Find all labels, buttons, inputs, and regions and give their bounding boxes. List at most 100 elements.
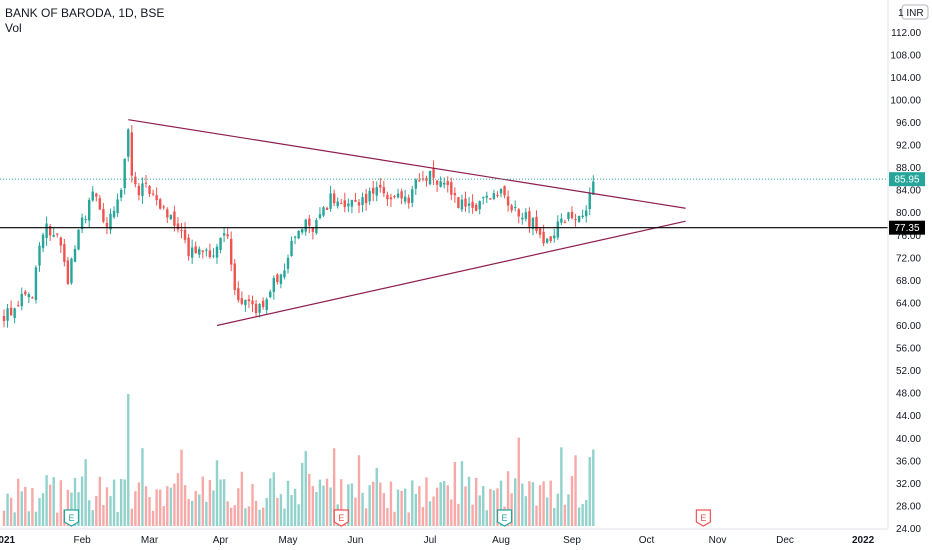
volume-bar (176, 473, 180, 526)
currency-badge[interactable]: 1 INR (898, 4, 929, 20)
volume-bar (187, 499, 190, 526)
candle-body (183, 229, 187, 240)
candle-body (88, 200, 91, 221)
price-tick-label: 32.00 (896, 479, 921, 490)
candle-body (208, 250, 212, 258)
price-tick-label: 40.00 (896, 434, 921, 445)
candle-body (116, 199, 119, 214)
time-tick-label: Nov (709, 535, 727, 546)
volume-bar (361, 492, 364, 526)
volume-bar (556, 493, 559, 526)
trendline-upper[interactable] (128, 119, 686, 209)
currency-prefix: 1 (898, 8, 904, 19)
volume-bar (403, 488, 407, 526)
volume-indicator-label[interactable]: Vol (5, 21, 22, 35)
candle-body (159, 199, 162, 209)
candle-body (471, 201, 474, 208)
volume-bar (230, 507, 233, 526)
volume-bar (553, 507, 556, 526)
volume-bar (372, 481, 375, 526)
volume-bar (244, 508, 247, 526)
volume-bar (48, 484, 52, 526)
chart-title: BANK OF BARODA, 1D, BSE (5, 6, 165, 20)
candle-body (27, 294, 31, 298)
candle-body (141, 183, 144, 197)
price-tick-label: 100.00 (890, 95, 921, 106)
candle-body (443, 182, 446, 185)
price-tick-label: 108.00 (890, 50, 921, 61)
earnings-marker-label: E (68, 513, 74, 523)
volume-bar (219, 479, 222, 526)
volume-bar (151, 510, 155, 526)
price-tick-label: 80.00 (896, 208, 921, 219)
price-axis[interactable]: 24.00 28.00 32.00 36.00 40.00 44.00 48.00 52.00… (890, 28, 921, 535)
volume-bar (538, 485, 542, 526)
candle-body (393, 196, 396, 198)
candle-body (474, 204, 478, 211)
candle-body (198, 248, 201, 255)
candle-body (77, 229, 80, 250)
candle-body (269, 291, 272, 298)
candle-body (311, 227, 315, 232)
volume-bar (272, 472, 275, 526)
earnings-marker[interactable]: E (333, 509, 349, 527)
volume-bar (297, 504, 300, 526)
candle-body (52, 235, 55, 237)
earnings-marker[interactable]: E (695, 509, 711, 527)
volume-bar (545, 497, 549, 526)
candle-body (137, 185, 141, 196)
candle-body (549, 236, 552, 241)
candle-body (418, 180, 421, 182)
candle-body (109, 213, 112, 230)
earnings-marker[interactable]: E (63, 509, 80, 527)
volume-bar (169, 487, 173, 526)
candle-body (66, 260, 70, 284)
candle-body (169, 214, 173, 220)
time-axis[interactable]: 2021 Feb Mar Apr May Jun Jul Aug Sep Oct Nov Dec 202… (0, 535, 875, 546)
earnings-marker-icon (496, 509, 513, 527)
candle-body (233, 263, 236, 290)
candle-body (279, 274, 283, 284)
volume-bar (524, 496, 528, 526)
volume-bar (517, 437, 520, 526)
volume-bar (130, 508, 133, 526)
volume-bar (389, 481, 393, 526)
candle-body (489, 198, 492, 200)
candle-body (528, 211, 531, 227)
volume-bar (560, 447, 563, 526)
volume-bar (155, 489, 158, 526)
candle-body (400, 191, 403, 199)
candle-body (386, 194, 389, 200)
volume-bar (322, 485, 325, 526)
candle-body (244, 299, 247, 306)
volume-bar (251, 484, 254, 526)
candle-body (407, 197, 410, 204)
candle-body (222, 233, 226, 236)
candle-body (293, 236, 297, 238)
candle-body (112, 210, 116, 218)
earnings-marker[interactable]: E (496, 509, 513, 527)
trendline-lower[interactable] (216, 220, 686, 327)
candle-body (2, 316, 6, 321)
candle-body (304, 219, 307, 232)
candle-body (180, 230, 183, 232)
volume-bar (528, 481, 531, 526)
volume-bar (570, 476, 574, 526)
volume-bar (304, 450, 307, 526)
volume-bar (443, 481, 446, 526)
volume-bar (38, 498, 41, 526)
candle-body (301, 229, 304, 233)
price-tick-label: 84.00 (896, 186, 921, 197)
candle-body (219, 237, 222, 250)
price-tick-label: 56.00 (896, 344, 921, 355)
support-level-label: 77.35 (889, 220, 925, 235)
volume-bar (318, 479, 322, 526)
candle-body (510, 205, 513, 211)
last-price-value: 85.95 (894, 175, 919, 186)
candle-body (251, 300, 254, 305)
volume-bar (205, 501, 208, 526)
volume-bar (592, 449, 595, 526)
volume-bar (237, 488, 240, 526)
